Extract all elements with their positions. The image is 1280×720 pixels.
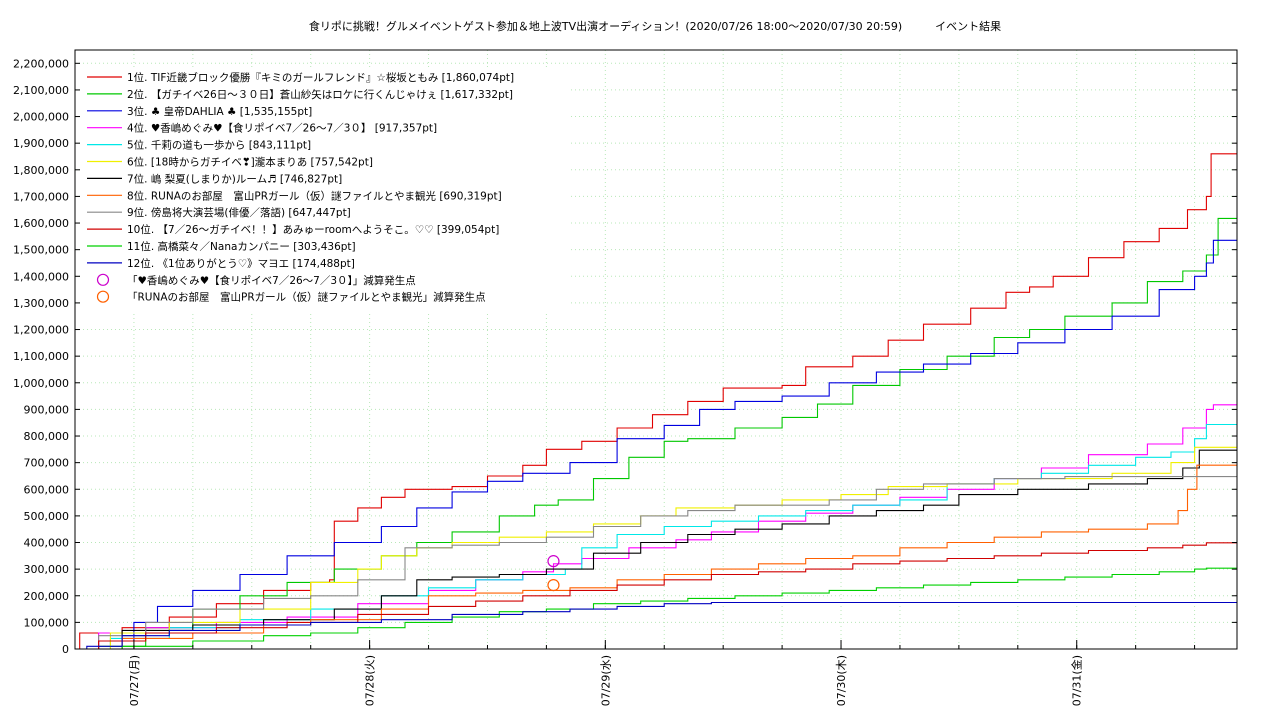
axes: 0 100,000 200,000 300,000 400,000 500,000 600,… (13, 49, 1238, 706)
legend-label-10: 10位. 【7／26〜ガチイベ！！】あみゅーroomへようそこ。♡♡ [399,… (127, 223, 499, 236)
deduction-marker-2 (547, 579, 560, 592)
x-tick-label: 07/27(月) (128, 655, 141, 706)
legend-label-1: 1位. TIF近畿ブロック優勝『キミのガールフレンド』☆桜坂ともみ [1,860… (127, 71, 514, 84)
series-line-8 (75, 464, 1237, 650)
legend-label-4: 4位. ♥香嶋めぐみ♥【食リポイベ7／26〜7／3０】 [917,357pt] (127, 122, 437, 135)
y-tick-label: 1,800,000 (13, 164, 69, 177)
legend-label-3: 3位. ♣ 皇帝DAHLIA ♣ [1,535,155pt] (127, 105, 312, 118)
legend-marker-label-1: 「♥香嶋めぐみ♥【食リポイベ7／26〜7／3０】」減算発生点 (127, 274, 416, 287)
y-tick-label: 1,600,000 (13, 217, 69, 230)
series-layer (75, 153, 1237, 650)
y-tick-label: 1,400,000 (13, 270, 69, 283)
plot-frame (74, 49, 1238, 650)
series-line-3 (75, 239, 1237, 650)
series-line-9 (75, 476, 1237, 650)
series-line-10 (75, 542, 1237, 650)
y-tick-label: 600,000 (24, 483, 70, 496)
series-line-4 (75, 404, 1237, 650)
y-tick-label: 100,000 (24, 616, 70, 629)
series-line-5 (75, 423, 1237, 650)
legend-marker (96, 290, 110, 303)
legend-marker-label-2: 「RUNAのお部屋 富山PRガール（仮）謎ファイルとやま観光」減算発生点 (127, 291, 486, 304)
legend-label-8: 8位. RUNAのお部屋 富山PRガール（仮）謎ファイルとやま観光 [690,3… (127, 189, 502, 202)
grid (75, 50, 1237, 649)
y-tick-label: 1,300,000 (13, 297, 69, 310)
series-line-2 (75, 217, 1237, 650)
y-tick-label: 2,000,000 (13, 111, 69, 124)
series-line-12 (75, 601, 1237, 650)
legend-label-2: 2位. 【ガチイベ26日〜３０日】蒼山紗矢はロケに行くんじゃけぇ [1,617,… (127, 88, 513, 101)
y-tick-label: 500,000 (24, 510, 70, 523)
x-tick-label: 07/30(木) (835, 655, 848, 706)
y-tick-label: 0 (62, 643, 69, 656)
y-tick-label: 300,000 (24, 563, 70, 576)
series-line-7 (75, 449, 1237, 650)
y-tick-label: 1,100,000 (13, 350, 69, 363)
y-tick-label: 800,000 (24, 430, 70, 443)
y-tick-label: 400,000 (24, 537, 70, 550)
y-tick-label: 1,500,000 (13, 244, 69, 257)
legend-label-6: 6位. [18時からガチイベ❣]瀧本まりあ [757,542pt] (127, 156, 373, 169)
x-tick-label: 07/28(火) (364, 655, 377, 706)
legend-label-7: 7位. 嶋 梨夏(しまりか)ルーム♬ [746,827pt] (127, 172, 342, 185)
series-line-11 (75, 567, 1237, 650)
legend-label-12: 12位. 《1位ありがとう♡》マヨエ [174,488pt] (127, 257, 355, 270)
y-tick-label: 1,000,000 (13, 377, 69, 390)
legend-marker (96, 273, 110, 286)
deduction-marker-1 (547, 555, 560, 568)
legend-label-11: 11位. 高橋菜々／Nanaカンパニー [303,436pt] (127, 240, 356, 253)
y-tick-label: 200,000 (24, 590, 70, 603)
legend: 1位. TIF近畿ブロック優勝『キミのガールフレンド』☆桜坂ともみ [1,860… (80, 68, 570, 312)
legend-box (80, 68, 570, 312)
chart-title: 食リポに挑戦！グルメイベントゲスト参加＆地上波TV出演オーディション！(2020… (309, 19, 1001, 33)
y-tick-label: 900,000 (24, 403, 70, 416)
legend-label-5: 5位. 千莉の道も一歩から [843,111pt] (127, 139, 311, 152)
y-tick-label: 2,200,000 (13, 57, 69, 70)
y-tick-label: 2,100,000 (13, 84, 69, 97)
marker-layer (547, 555, 560, 592)
y-tick-label: 700,000 (24, 457, 70, 470)
y-tick-label: 1,700,000 (13, 190, 69, 203)
y-tick-label: 1,200,000 (13, 324, 69, 337)
x-tick-label: 07/29(水) (599, 655, 612, 706)
legend-label-9: 9位. 傍島将大演芸場(俳優／落語) [647,447pt] (127, 206, 351, 219)
y-tick-label: 1,900,000 (13, 137, 69, 150)
x-tick-label: 07/31(金) (1070, 655, 1084, 706)
